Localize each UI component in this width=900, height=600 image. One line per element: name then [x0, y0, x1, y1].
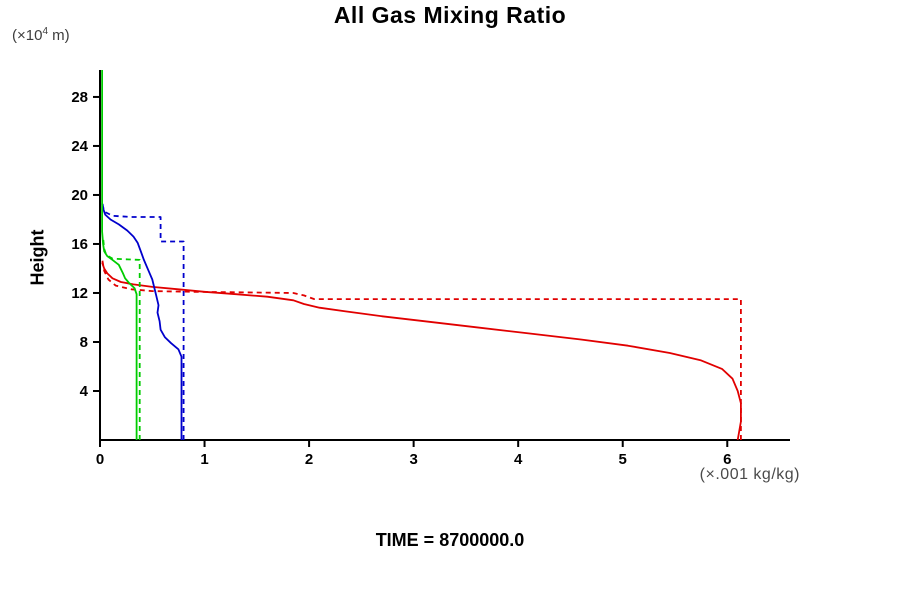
series-red-solid [101, 262, 742, 441]
chart-title: All Gas Mixing Ratio [333, 2, 567, 28]
y-tick-label: 4 [80, 383, 89, 400]
series-green-dashed [102, 237, 141, 440]
series-blue-dashed [101, 200, 185, 440]
y-unit-exponent: 4 [42, 26, 49, 37]
x-tick-label: 1 [200, 451, 208, 468]
x-tick-label: 4 [514, 451, 523, 468]
y-tick-label: 24 [71, 138, 88, 155]
x-tick-label: 3 [409, 451, 417, 468]
series-blue-solid [101, 203, 183, 440]
x-tick-label: 0 [96, 451, 104, 468]
series-green-solid [101, 70, 138, 440]
y-tick-label: 8 [80, 334, 88, 351]
y-tick-label: 16 [71, 236, 88, 253]
x-tick-label: 6 [723, 451, 731, 468]
x-tick-label: 2 [305, 451, 313, 468]
y-unit-prefix: (×10 [12, 27, 43, 44]
x-axis-unit-label: (×.001 kg/kg) [699, 466, 800, 483]
time-annotation: TIME = 8700000.0 [375, 530, 525, 550]
x-tick-label: 5 [619, 451, 627, 468]
series-red-dashed [101, 258, 742, 440]
y-axis-unit-label: (×104 m) [12, 26, 70, 44]
y-tick-label: 12 [71, 285, 88, 302]
y-tick-label: 28 [71, 89, 88, 106]
y-unit-suffix: m) [48, 27, 70, 44]
y-tick-label: 20 [71, 187, 88, 204]
